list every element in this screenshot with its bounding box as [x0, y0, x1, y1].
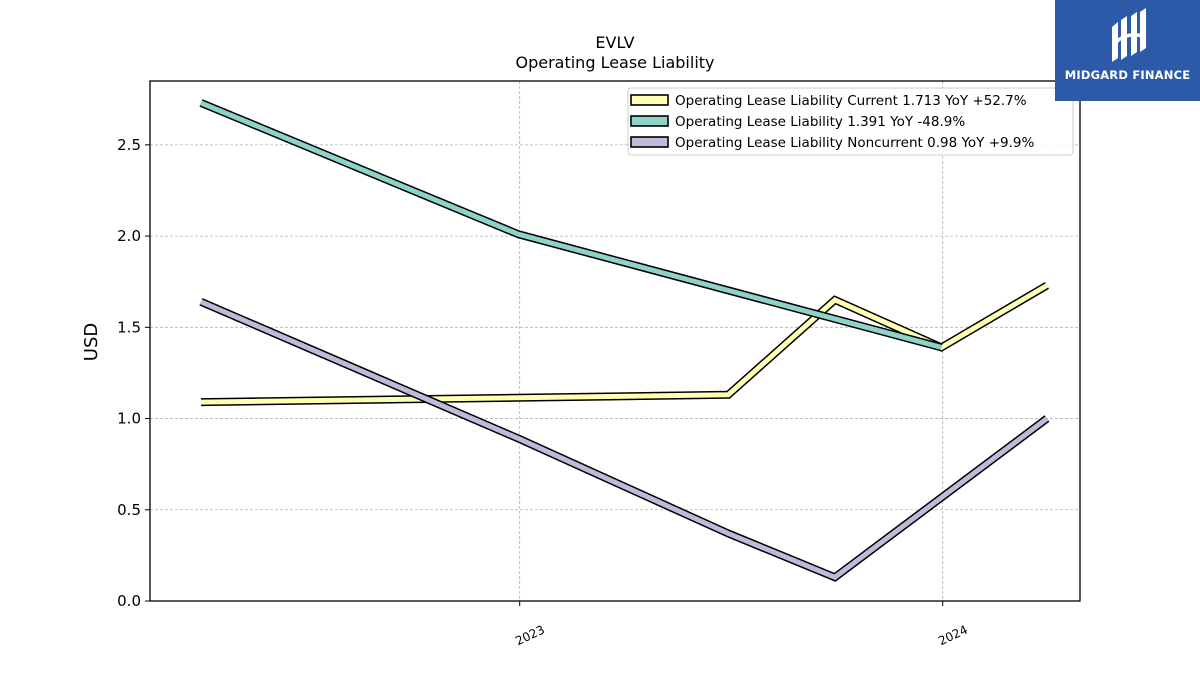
- legend-label: Operating Lease Liability 1.391 YoY -48.…: [675, 114, 965, 130]
- x-tick-label: 2024: [936, 623, 970, 649]
- y-tick-label: 0.0: [117, 592, 141, 610]
- y-tick-label: 1.5: [117, 318, 141, 336]
- y-tick-label: 2.5: [117, 136, 141, 154]
- legend-label: Operating Lease Liability Noncurrent 0.9…: [675, 135, 1035, 151]
- legend-swatch: [630, 136, 669, 148]
- y-tick-label: 2.0: [117, 227, 141, 245]
- legend: Operating Lease Liability Current 1.713 …: [627, 87, 1074, 156]
- midgard-finance-logo: MIDGARD FINANCE: [1055, 0, 1200, 101]
- legend-box: [627, 87, 1074, 156]
- series-line: [200, 100, 943, 350]
- y-axis-label: USD: [81, 323, 102, 361]
- series-lines: [199, 99, 1050, 582]
- legend-label: Operating Lease Liability Current 1.713 …: [675, 93, 1027, 109]
- y-tick-label: 0.5: [117, 501, 141, 519]
- y-tick-label: 1.0: [117, 410, 141, 428]
- chart-subtitle: Operating Lease Liability: [515, 53, 714, 72]
- x-tick-label: 2023: [513, 623, 547, 649]
- logo-text: MIDGARD FINANCE: [1064, 68, 1191, 82]
- plot-area-frame: [149, 80, 1081, 602]
- legend-swatch: [630, 115, 669, 127]
- chart-title: EVLV: [595, 33, 634, 52]
- legend-swatch: [630, 94, 669, 106]
- logo-mark-icon: [1112, 8, 1146, 62]
- series-line: [200, 299, 1049, 581]
- series-line: [200, 283, 1049, 405]
